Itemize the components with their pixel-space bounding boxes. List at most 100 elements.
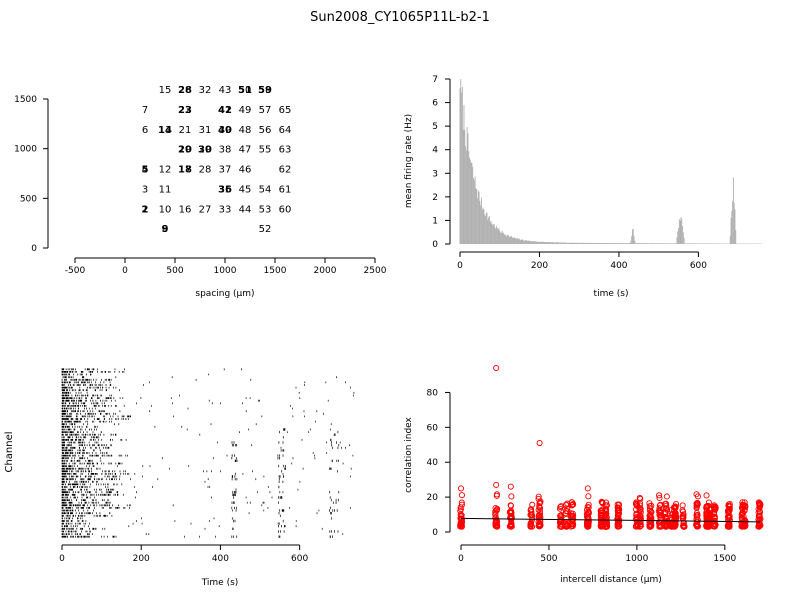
electrode-label: 17 (179, 165, 192, 176)
correlation-point (672, 511, 679, 518)
y-tick-label-rate: 3 (432, 169, 438, 179)
electrode-label: 32 (199, 85, 212, 96)
correlation-point (671, 504, 678, 511)
correlation-point (662, 501, 669, 508)
correlation-point (492, 508, 499, 515)
correlation-point (598, 498, 605, 505)
correlation-point (603, 510, 610, 517)
correlation-point (614, 501, 621, 508)
correlation-point (563, 501, 570, 508)
correlation-point (458, 522, 465, 529)
x-tick-label-corr: 0 (458, 554, 464, 564)
correlation-point (636, 522, 644, 529)
main-title: Sun2008_CY1065P11L-b2-1 (310, 10, 490, 25)
correlation-point (705, 502, 712, 509)
electrode-label: 3 (142, 184, 148, 195)
correlation-point (583, 506, 591, 514)
correlation-point (585, 493, 592, 500)
electrode-label: 55 (259, 145, 272, 156)
correlation-point (614, 516, 621, 523)
correlation-point (671, 514, 678, 521)
electrode-label: 37 (219, 165, 232, 176)
x-tick-label-raster: 0 (59, 554, 65, 564)
correlation-point (663, 493, 670, 500)
electrode-label: 38 (219, 145, 232, 156)
electrode-label: 20 (178, 145, 192, 156)
electrode-label: 64 (279, 125, 292, 136)
correlation-point (646, 503, 653, 510)
correlation-point (507, 502, 515, 509)
y-tick-label-rate: 7 (432, 75, 438, 85)
electrode-label: 4 (142, 165, 148, 176)
electrode-label: 28 (178, 85, 192, 96)
correlation-point (585, 518, 592, 525)
correlation-point (711, 505, 718, 512)
y-tick-label-layout: 500 (20, 194, 37, 204)
correlation-point (679, 502, 686, 509)
correlation-point (681, 523, 688, 530)
correlation-point (562, 520, 569, 528)
y-axis-label-rate: mean firing rate (Hz) (404, 114, 414, 208)
x-tick-label-corr: 1000 (625, 554, 648, 564)
correlation-point (527, 507, 534, 514)
correlation-point (726, 512, 733, 520)
correlation-point (536, 515, 543, 522)
electrode-label: 59 (258, 85, 272, 96)
correlation-outlier (493, 364, 500, 372)
electrode-label: 47 (239, 145, 252, 156)
x-tick-label-layout: 0 (122, 266, 128, 276)
x-axis-label-corr: intercell distance (µm) (560, 575, 662, 585)
electrode-label: 57 (259, 105, 272, 116)
electrode-label: 60 (279, 204, 292, 215)
correlation-point (662, 510, 669, 517)
x-tick-label-raster: 600 (291, 554, 308, 564)
electrode-label: 27 (199, 204, 212, 215)
correlation-point (458, 520, 465, 527)
y-tick-label-corr: 40 (427, 458, 439, 468)
correlation-point (755, 499, 763, 506)
x-axis-label-rate: time (s) (594, 289, 629, 299)
electrode-label: 49 (239, 105, 252, 116)
correlation-point (725, 514, 732, 521)
x-tick-label-corr: 500 (540, 554, 557, 564)
correlation-point (457, 515, 465, 523)
correlation-point (568, 521, 575, 528)
correlation-point (568, 523, 575, 530)
correlation-point (603, 499, 610, 506)
raster-spike (61, 368, 355, 538)
x-axis-label-raster: Time (s) (201, 578, 239, 588)
electrode-label: 29 (199, 145, 212, 156)
correlation-point (529, 501, 536, 508)
electrode-label: 28 (199, 165, 212, 176)
electrode-label: 58 (259, 85, 272, 96)
correlation-point (671, 522, 678, 529)
electrode-label: 33 (219, 204, 232, 215)
correlation-point (633, 499, 640, 506)
electrode-label: 45 (239, 184, 252, 195)
x-axis-label-layout: spacing (µm) (195, 289, 254, 299)
electrode-label: 23 (178, 105, 192, 116)
electrode-label: 26 (179, 85, 192, 96)
correlation-point (527, 521, 535, 528)
correlation-point (614, 522, 621, 530)
electrode-label: 2 (142, 204, 149, 215)
electrode-label: 40 (218, 125, 232, 136)
correlation-point (756, 519, 763, 526)
electrode-label: 8 (162, 224, 168, 235)
correlation-point (703, 492, 710, 499)
electrode-label: 39 (219, 125, 232, 136)
correlation-point (679, 508, 687, 515)
correlation-point (757, 515, 764, 522)
correlation-point (656, 523, 663, 530)
correlation-point (583, 511, 590, 518)
correlation-point (457, 513, 464, 520)
correlation-point (537, 521, 544, 528)
correlation-point (507, 523, 514, 530)
x-tick-label-layout: -500 (65, 266, 86, 276)
electrode-label: 61 (279, 184, 292, 195)
electrode-label: 13 (159, 125, 172, 136)
correlation-points (457, 364, 764, 530)
x-tick-label-raster: 400 (212, 554, 229, 564)
correlation-point (458, 499, 465, 506)
correlation-point (741, 499, 748, 506)
